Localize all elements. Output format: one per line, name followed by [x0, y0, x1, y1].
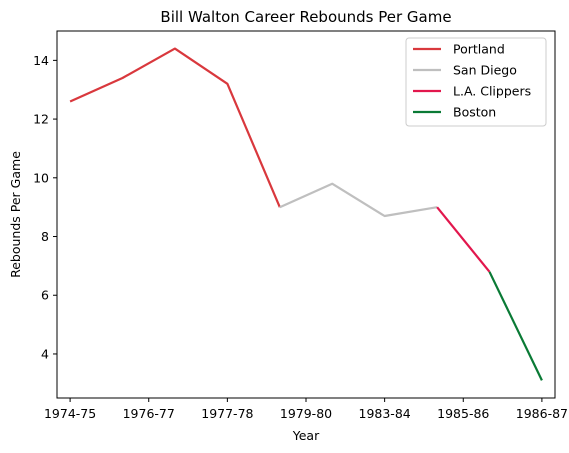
y-tick-label: 4 [41, 346, 49, 361]
series-line-boston [490, 272, 542, 381]
x-tick-label: 1974-75 [44, 406, 96, 421]
x-axis-label: Year [292, 428, 320, 443]
x-tick-label: 1983-84 [359, 406, 411, 421]
legend-label: San Diego [453, 63, 517, 78]
legend-label: L.A. Clippers [453, 84, 531, 99]
x-tick-label: 1985-86 [437, 406, 489, 421]
legend-label: Portland [453, 42, 505, 57]
x-tick-label: 1976-77 [123, 406, 175, 421]
y-tick-label: 6 [41, 288, 49, 303]
series-line-portland [70, 49, 280, 208]
chart-title: Bill Walton Career Rebounds Per Game [160, 8, 451, 26]
x-tick-label: 1979-80 [280, 406, 332, 421]
series-line-l-a-clippers [437, 207, 489, 272]
legend: Portland San Diego L.A. Clippers Boston [406, 38, 546, 126]
legend-label: Boston [453, 105, 496, 120]
x-tick-label: 1977-78 [201, 406, 253, 421]
x-tick-label: 1986-87 [516, 406, 568, 421]
y-tick-label: 8 [41, 229, 49, 244]
y-tick-label: 12 [33, 112, 49, 127]
y-axis-label: Rebounds Per Game [8, 151, 23, 278]
y-tick-label: 10 [33, 170, 49, 185]
y-tick-label: 14 [33, 53, 49, 68]
series-line-san-diego [280, 184, 437, 216]
